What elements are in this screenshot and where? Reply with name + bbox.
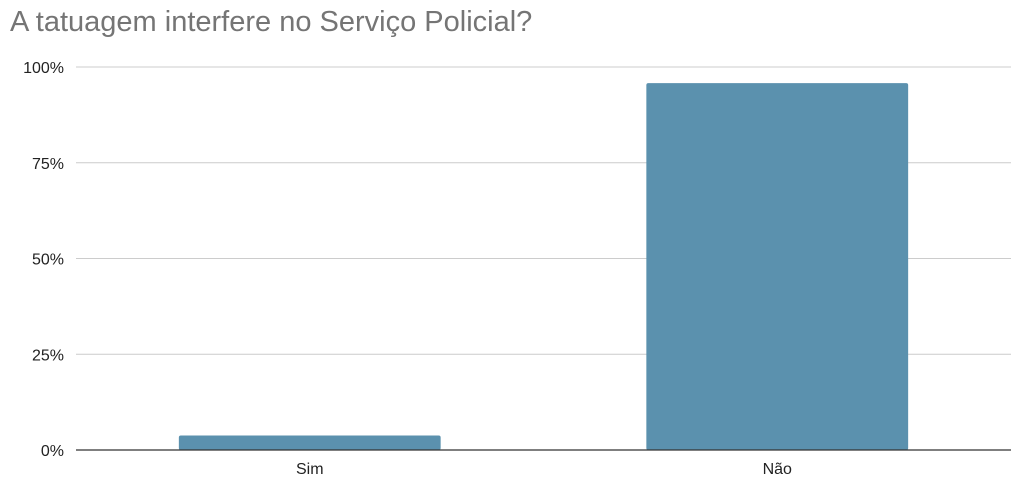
y-tick-label: 75% (32, 156, 64, 173)
y-tick-label: 25% (32, 347, 64, 364)
bar-1 (646, 83, 909, 450)
chart-title: A tatuagem interfere no Serviço Policial… (10, 6, 533, 38)
tick-labels: 0% 25% 50% 75% 100% Sim Não (23, 60, 792, 477)
x-tick-label: Não (763, 461, 792, 477)
y-tick-label: 50% (32, 252, 64, 269)
x-tick-label: Sim (296, 461, 324, 477)
bar-0 (178, 435, 441, 450)
y-tick-label: 0% (41, 443, 64, 460)
bars (178, 83, 909, 450)
y-tick-label: 100% (23, 60, 64, 77)
